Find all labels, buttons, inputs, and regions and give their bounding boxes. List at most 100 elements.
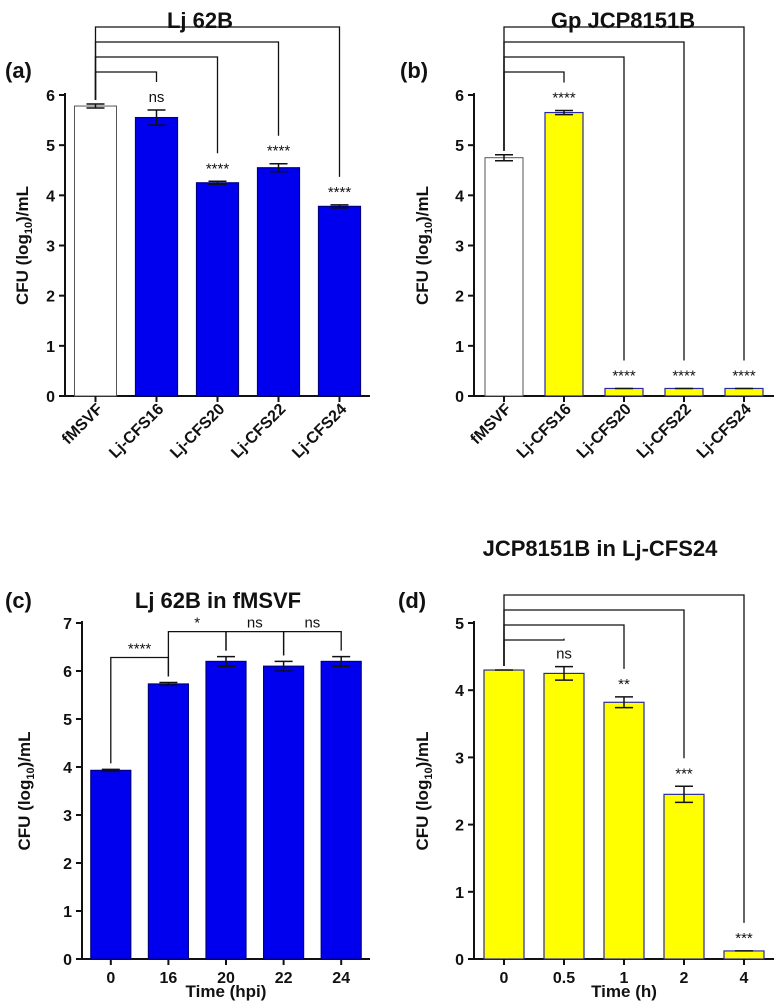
y-tick-label: 0 bbox=[63, 952, 72, 969]
bar bbox=[603, 701, 645, 960]
y-tick-label: 6 bbox=[63, 664, 72, 681]
y-tick-label: 3 bbox=[455, 750, 464, 767]
x-axis-label: Time (h) bbox=[591, 982, 657, 1001]
significance-label: **** bbox=[552, 90, 576, 107]
x-tick-label: fMSVF bbox=[468, 401, 515, 448]
significance-bracket bbox=[94, 26, 341, 177]
x-tick-label: 4 bbox=[740, 970, 749, 987]
y-tick-label: 7 bbox=[63, 616, 72, 633]
panel-label: (c) bbox=[5, 588, 32, 613]
y-tick-label: 3 bbox=[46, 239, 55, 256]
significance-bracket bbox=[503, 26, 745, 361]
bar bbox=[263, 665, 305, 960]
bar bbox=[317, 205, 362, 397]
bar bbox=[604, 387, 644, 397]
chart-title: JCP8151B in Lj-CFS24 bbox=[483, 536, 719, 561]
significance-label: **** bbox=[328, 184, 352, 201]
x-tick-label: 1 bbox=[620, 970, 629, 987]
x-tick-label: 16 bbox=[160, 970, 178, 987]
significance-label: ns bbox=[304, 615, 320, 632]
x-tick-label: Lj-CFS20 bbox=[574, 401, 635, 462]
bar bbox=[256, 167, 301, 397]
panel-label: (d) bbox=[398, 588, 426, 613]
significance-label: **** bbox=[672, 367, 696, 384]
y-tick-label: 1 bbox=[46, 339, 55, 356]
bar bbox=[90, 769, 132, 960]
x-tick-label: Lj-CFS22 bbox=[228, 401, 289, 462]
x-tick-label: 22 bbox=[275, 970, 293, 987]
y-tick-label: 2 bbox=[455, 818, 464, 835]
y-tick-label: 4 bbox=[455, 188, 464, 205]
bar bbox=[320, 660, 362, 960]
y-axis-label: CFU (log10)/mL bbox=[15, 732, 37, 851]
significance-label: ns bbox=[149, 89, 165, 106]
y-tick-label: 4 bbox=[455, 683, 464, 700]
y-tick-label: 2 bbox=[46, 289, 55, 306]
bar bbox=[195, 182, 240, 397]
x-tick-label: 24 bbox=[332, 970, 350, 987]
y-tick-label: 4 bbox=[63, 760, 72, 777]
y-axis-label: CFU (log10)/mL bbox=[413, 186, 435, 305]
significance-label: **** bbox=[128, 641, 152, 658]
y-axis-label: CFU (log10)/mL bbox=[413, 732, 435, 851]
x-tick-label: 0 bbox=[106, 970, 115, 987]
panel-label: (b) bbox=[400, 58, 428, 83]
significance-label: **** bbox=[206, 160, 230, 177]
bar bbox=[663, 793, 705, 960]
panel-c: Lj 62B in fMSVF (c) CFU (log10)/mL 0 1 2 3 4 5 6 7… bbox=[5, 588, 370, 1001]
bar bbox=[205, 660, 247, 960]
y-tick-label: 0 bbox=[455, 952, 464, 969]
bar bbox=[134, 116, 179, 397]
x-axis-label: Time (hpi) bbox=[186, 982, 267, 1001]
y-tick-label: 5 bbox=[63, 712, 72, 729]
significance-label: **** bbox=[612, 367, 636, 384]
x-tick-label: Lj-CFS24 bbox=[694, 401, 755, 462]
significance-bracket bbox=[94, 71, 158, 101]
significance-bracket bbox=[503, 638, 565, 667]
bar bbox=[74, 105, 117, 397]
x-tick-label: fMSVF bbox=[59, 401, 106, 448]
x-tick-label: 20 bbox=[217, 970, 235, 987]
significance-bracket bbox=[503, 609, 685, 759]
chart-title: Gp JCP8151B bbox=[551, 8, 695, 33]
y-tick-label: 0 bbox=[455, 389, 464, 406]
significance-label: *** bbox=[675, 765, 693, 782]
y-tick-label: 4 bbox=[46, 188, 55, 205]
x-tick-label: Lj-CFS16 bbox=[514, 401, 575, 462]
y-tick-label: 6 bbox=[455, 88, 464, 105]
significance-bracket bbox=[282, 630, 342, 656]
x-tick-label: Lj-CFS22 bbox=[634, 401, 695, 462]
panel-d: JCP8151B in Lj-CFS24 (d) CFU (log10)/mL 0 1 2… bbox=[398, 536, 774, 1001]
y-tick-label: 1 bbox=[63, 904, 72, 921]
significance-label: * bbox=[194, 615, 200, 632]
y-tick-label: 5 bbox=[455, 138, 464, 155]
y-tick-label: 6 bbox=[46, 88, 55, 105]
significance-bracket bbox=[94, 41, 280, 136]
x-tick-label: 0.5 bbox=[553, 970, 575, 987]
y-tick-label: 3 bbox=[455, 239, 464, 256]
bar bbox=[664, 387, 704, 397]
chart-title: Lj 62B bbox=[167, 8, 233, 33]
bar bbox=[544, 111, 584, 397]
y-tick-label: 3 bbox=[63, 808, 72, 825]
x-tick-label: Lj-CFS24 bbox=[289, 401, 350, 462]
bar bbox=[484, 157, 524, 397]
y-axis-label: CFU (log10)/mL bbox=[13, 186, 35, 305]
x-tick-label: Lj-CFS20 bbox=[167, 401, 228, 462]
panel-b: Gp JCP8151B (b) CFU (log10)/mL 0 1 2 3 4 5 6 fMSVF… bbox=[400, 8, 774, 462]
chart-title: Lj 62B in fMSVF bbox=[135, 588, 301, 613]
significance-label: **** bbox=[732, 367, 756, 384]
y-tick-label: 1 bbox=[455, 885, 464, 902]
y-tick-label: 0 bbox=[46, 389, 55, 406]
y-tick-label: 2 bbox=[455, 289, 464, 306]
y-tick-label: 2 bbox=[63, 856, 72, 873]
significance-label: ns bbox=[247, 615, 263, 632]
bar bbox=[723, 950, 765, 960]
bar bbox=[147, 683, 189, 960]
y-tick-label: 5 bbox=[455, 616, 464, 633]
bar bbox=[724, 387, 764, 397]
significance-label: ns bbox=[556, 646, 572, 663]
bar bbox=[483, 669, 525, 960]
